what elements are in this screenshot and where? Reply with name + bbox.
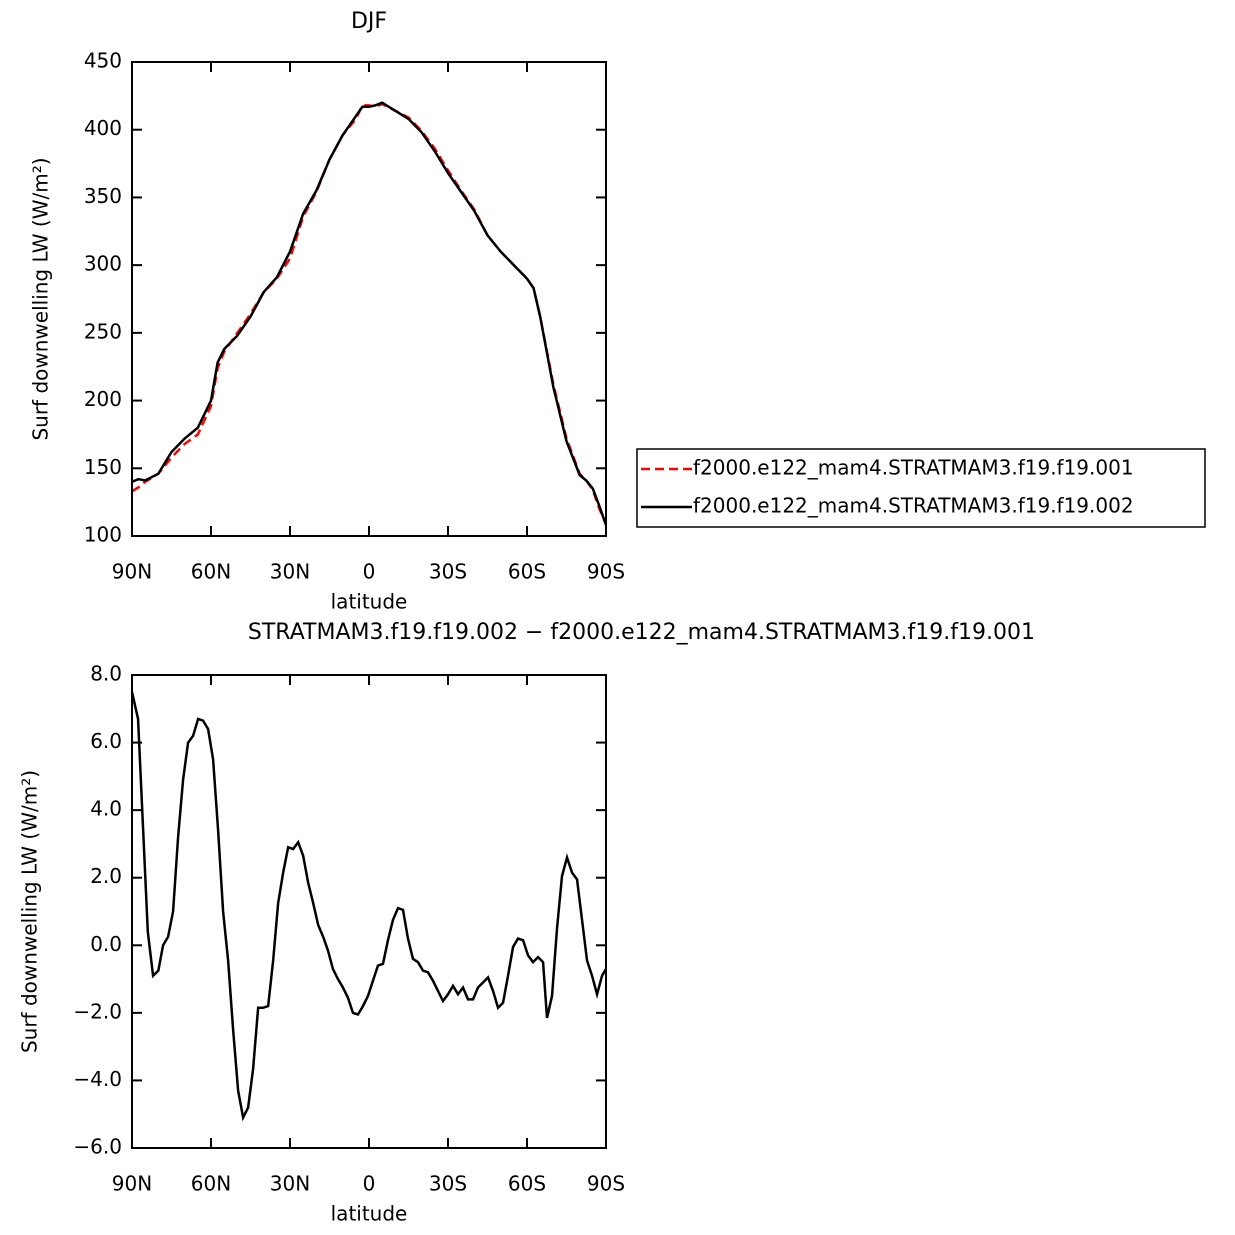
x-tick-label: 60N	[191, 560, 231, 584]
data-line	[130, 691, 608, 1122]
plot-frame	[131, 674, 607, 1149]
y-tick-label: 2.0	[90, 864, 122, 888]
x-tick-label: 30N	[270, 560, 310, 584]
x-axis-label: latitude	[331, 1202, 408, 1226]
legend-box	[636, 448, 1206, 528]
data-line	[131, 102, 608, 525]
x-tick-label: 90S	[587, 1172, 625, 1196]
y-tick-label: −2.0	[73, 999, 122, 1023]
y-tick-label: −4.0	[73, 1067, 122, 1091]
y-tick-label: 6.0	[90, 729, 122, 753]
x-tick-label: 0	[363, 560, 376, 584]
x-tick-label: 60N	[191, 1172, 231, 1196]
y-tick-label: 300	[84, 252, 122, 276]
y-tick-label: 250	[84, 319, 122, 343]
data-line	[131, 101, 608, 526]
y-tick-label: 100	[84, 523, 122, 547]
y-tick-label: 8.0	[90, 662, 122, 686]
x-tick-label: 30N	[270, 1172, 310, 1196]
y-tick-label: 200	[84, 387, 122, 411]
x-tick-label: 30S	[429, 560, 467, 584]
y-tick-label: 4.0	[90, 797, 122, 821]
legend-label: f2000.e122_mam4.STRATMAM3.f19.f19.001	[693, 456, 1134, 480]
chart-title: DJF	[351, 9, 387, 34]
y-axis-label: Surf downwelling LW (W/m²)	[29, 157, 53, 440]
y-tick-label: −6.0	[73, 1135, 122, 1159]
x-tick-label: 60S	[508, 1172, 546, 1196]
y-tick-label: 450	[84, 49, 122, 73]
x-tick-label: 60S	[508, 560, 546, 584]
y-tick-label: 400	[84, 116, 122, 140]
y-tick-label: 150	[84, 455, 122, 479]
x-tick-label: 90S	[587, 560, 625, 584]
legend-label: f2000.e122_mam4.STRATMAM3.f19.f19.002	[693, 494, 1134, 518]
plot-frame	[131, 61, 607, 537]
x-tick-label: 90N	[112, 1172, 152, 1196]
y-tick-label: 0.0	[90, 932, 122, 956]
x-tick-label: 0	[363, 1172, 376, 1196]
chart-title: STRATMAM3.f19.f19.002 − f2000.e122_mam4.…	[248, 620, 1035, 645]
y-tick-label: 350	[84, 184, 122, 208]
x-tick-label: 30S	[429, 1172, 467, 1196]
x-tick-label: 90N	[112, 560, 152, 584]
x-axis-label: latitude	[331, 590, 408, 614]
y-axis-label: Surf downwelling LW (W/m²)	[18, 770, 42, 1053]
